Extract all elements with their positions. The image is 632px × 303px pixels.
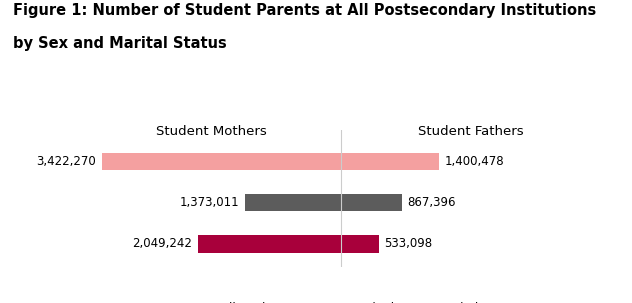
- Text: 2,049,242: 2,049,242: [132, 238, 192, 250]
- Bar: [341, 194, 402, 211]
- Text: 1,373,011: 1,373,011: [180, 196, 240, 209]
- Bar: [341, 235, 379, 253]
- Bar: [198, 235, 341, 253]
- Text: 533,098: 533,098: [384, 238, 432, 250]
- Text: Figure 1: Number of Student Parents at All Postsecondary Institutions: Figure 1: Number of Student Parents at A…: [13, 3, 596, 18]
- Bar: [341, 153, 439, 170]
- Bar: [102, 153, 341, 170]
- Text: Student Mothers: Student Mothers: [156, 125, 267, 138]
- Bar: [245, 194, 341, 211]
- Text: 1,400,478: 1,400,478: [445, 155, 504, 168]
- Text: 3,422,270: 3,422,270: [36, 155, 96, 168]
- Legend: All student parents, Single, Married: All student parents, Single, Married: [198, 297, 484, 303]
- Text: Student Fathers: Student Fathers: [418, 125, 524, 138]
- Text: by Sex and Marital Status: by Sex and Marital Status: [13, 36, 226, 52]
- Text: 867,396: 867,396: [408, 196, 456, 209]
